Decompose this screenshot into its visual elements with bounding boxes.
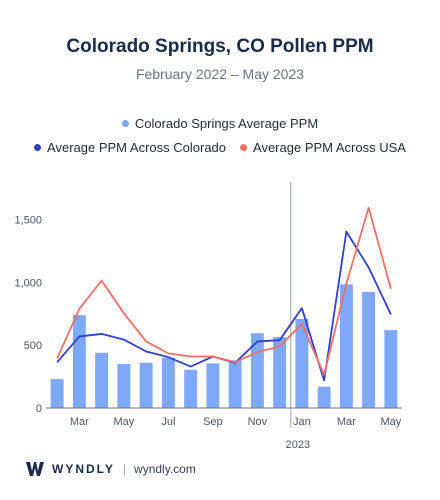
legend-row-1: Colorado Springs Average PPM xyxy=(0,116,440,131)
x-tick-label: Nov xyxy=(248,416,268,428)
legend-marker-colorado xyxy=(34,144,42,151)
bar xyxy=(72,315,86,408)
x-tick-label: Jan xyxy=(293,416,311,428)
bar xyxy=(384,330,398,408)
wyndly-logo-icon xyxy=(26,462,44,476)
bar xyxy=(117,364,131,408)
bar xyxy=(50,379,64,408)
x-tick-label: May xyxy=(113,416,134,428)
footer-separator: | xyxy=(122,462,127,476)
bar xyxy=(295,318,309,408)
bar xyxy=(273,337,287,408)
bar xyxy=(339,284,353,408)
legend-marker-bars xyxy=(121,120,129,127)
footer: WYNDLY | wyndly.com xyxy=(26,462,196,476)
y-tick-label: 0 xyxy=(36,403,42,415)
legend-label-usa: Average PPM Across USA xyxy=(253,140,406,155)
bar xyxy=(95,352,109,408)
x-tick-label: May xyxy=(380,416,401,428)
x-tick-label: Jul xyxy=(161,416,175,428)
bar xyxy=(184,369,198,408)
series-line-usa xyxy=(56,206,392,376)
x-tick-label: Mar xyxy=(70,416,89,428)
legend-item-usa: Average PPM Across USA xyxy=(240,140,406,155)
chart-subtitle: February 2022 – May 2023 xyxy=(135,66,305,82)
legend-marker-usa xyxy=(240,144,248,151)
bar xyxy=(161,357,175,408)
bar xyxy=(362,291,376,408)
y-tick-label: 500 xyxy=(24,340,42,352)
bar xyxy=(139,362,153,408)
y-tick-label: 1,000 xyxy=(14,277,42,289)
year-label: 2023 xyxy=(286,439,310,451)
legend-item-colorado: Average PPM Across Colorado xyxy=(34,140,226,155)
x-tick-label: Mar xyxy=(337,416,356,428)
legend-row-2: Average PPM Across Colorado Average PPM … xyxy=(0,140,440,155)
footer-site: wyndly.com xyxy=(134,462,196,476)
brand-name: WYNDLY xyxy=(52,462,115,476)
bar xyxy=(250,333,264,408)
y-tick-label: 1,500 xyxy=(14,215,42,227)
bar xyxy=(206,363,220,408)
legend-label-bars: Colorado Springs Average PPM xyxy=(134,116,319,131)
x-tick-label: Sep xyxy=(203,416,223,428)
legend-label-colorado: Average PPM Across Colorado xyxy=(47,140,227,155)
bar xyxy=(317,386,331,408)
legend-item-bars: Colorado Springs Average PPM xyxy=(121,116,319,131)
bar xyxy=(228,360,242,408)
chart-title: Colorado Springs, CO Pollen PPM xyxy=(66,36,374,57)
